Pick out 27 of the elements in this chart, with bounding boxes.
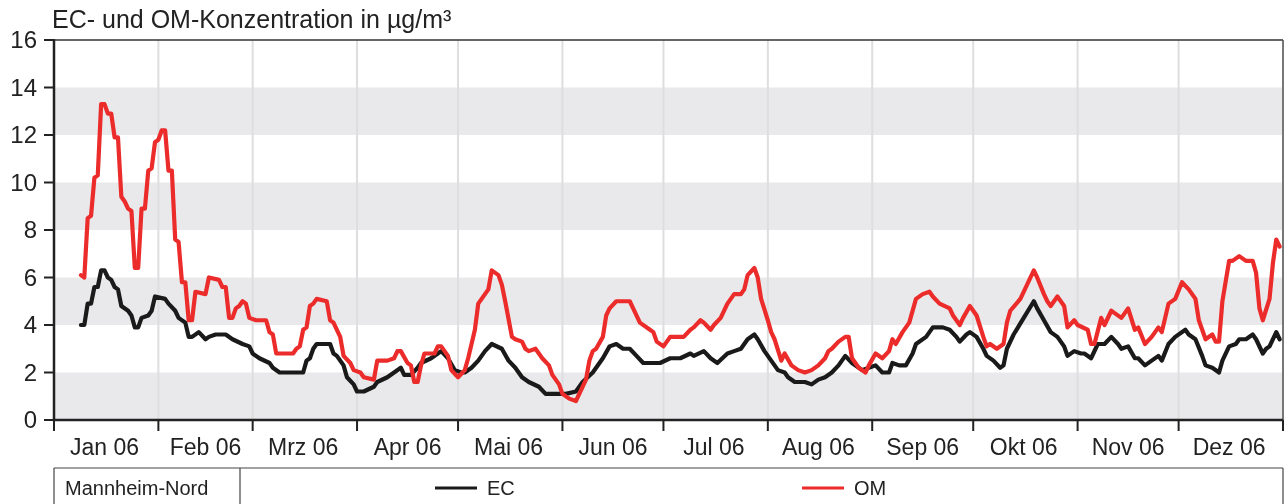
x-tick-label: Dez 06 (1192, 434, 1266, 460)
x-tick-label: Sep 06 (886, 434, 960, 460)
x-tick-label: Okt 06 (989, 434, 1058, 460)
y-tick-label: 2 (23, 358, 37, 386)
x-tick-label: Jan 06 (69, 434, 140, 460)
y-tick-label: 16 (10, 26, 37, 54)
y-tick-label: 4 (23, 311, 37, 339)
y-tick-label: 12 (10, 121, 37, 149)
y-tick-label: 0 (23, 406, 37, 434)
y-tick-label: 6 (23, 263, 37, 291)
y-tick-label: 14 (10, 73, 37, 101)
legend-label: EC (487, 477, 515, 499)
line-series (78, 268, 1282, 396)
x-tick-label: Aug 06 (781, 434, 855, 460)
x-tick-label: Jun 06 (578, 434, 648, 460)
y-tick-label: 10 (10, 168, 37, 196)
x-tick-label: Feb 06 (169, 434, 242, 460)
x-tick-label: Mai 06 (474, 434, 544, 460)
x-tick-label: Jul 06 (683, 434, 745, 460)
x-tick-label: Apr 06 (373, 434, 442, 460)
legend-label: OM (854, 477, 887, 499)
legend-title: Mannheim-Nord (65, 477, 209, 499)
line-series (78, 102, 1282, 404)
x-tick-label: Mrz 06 (268, 434, 339, 460)
chart-title: EC- und OM-Konzentration in µg/m³ (52, 5, 452, 33)
x-tick-label: Nov 06 (1091, 434, 1165, 460)
y-tick-label: 8 (23, 216, 37, 244)
